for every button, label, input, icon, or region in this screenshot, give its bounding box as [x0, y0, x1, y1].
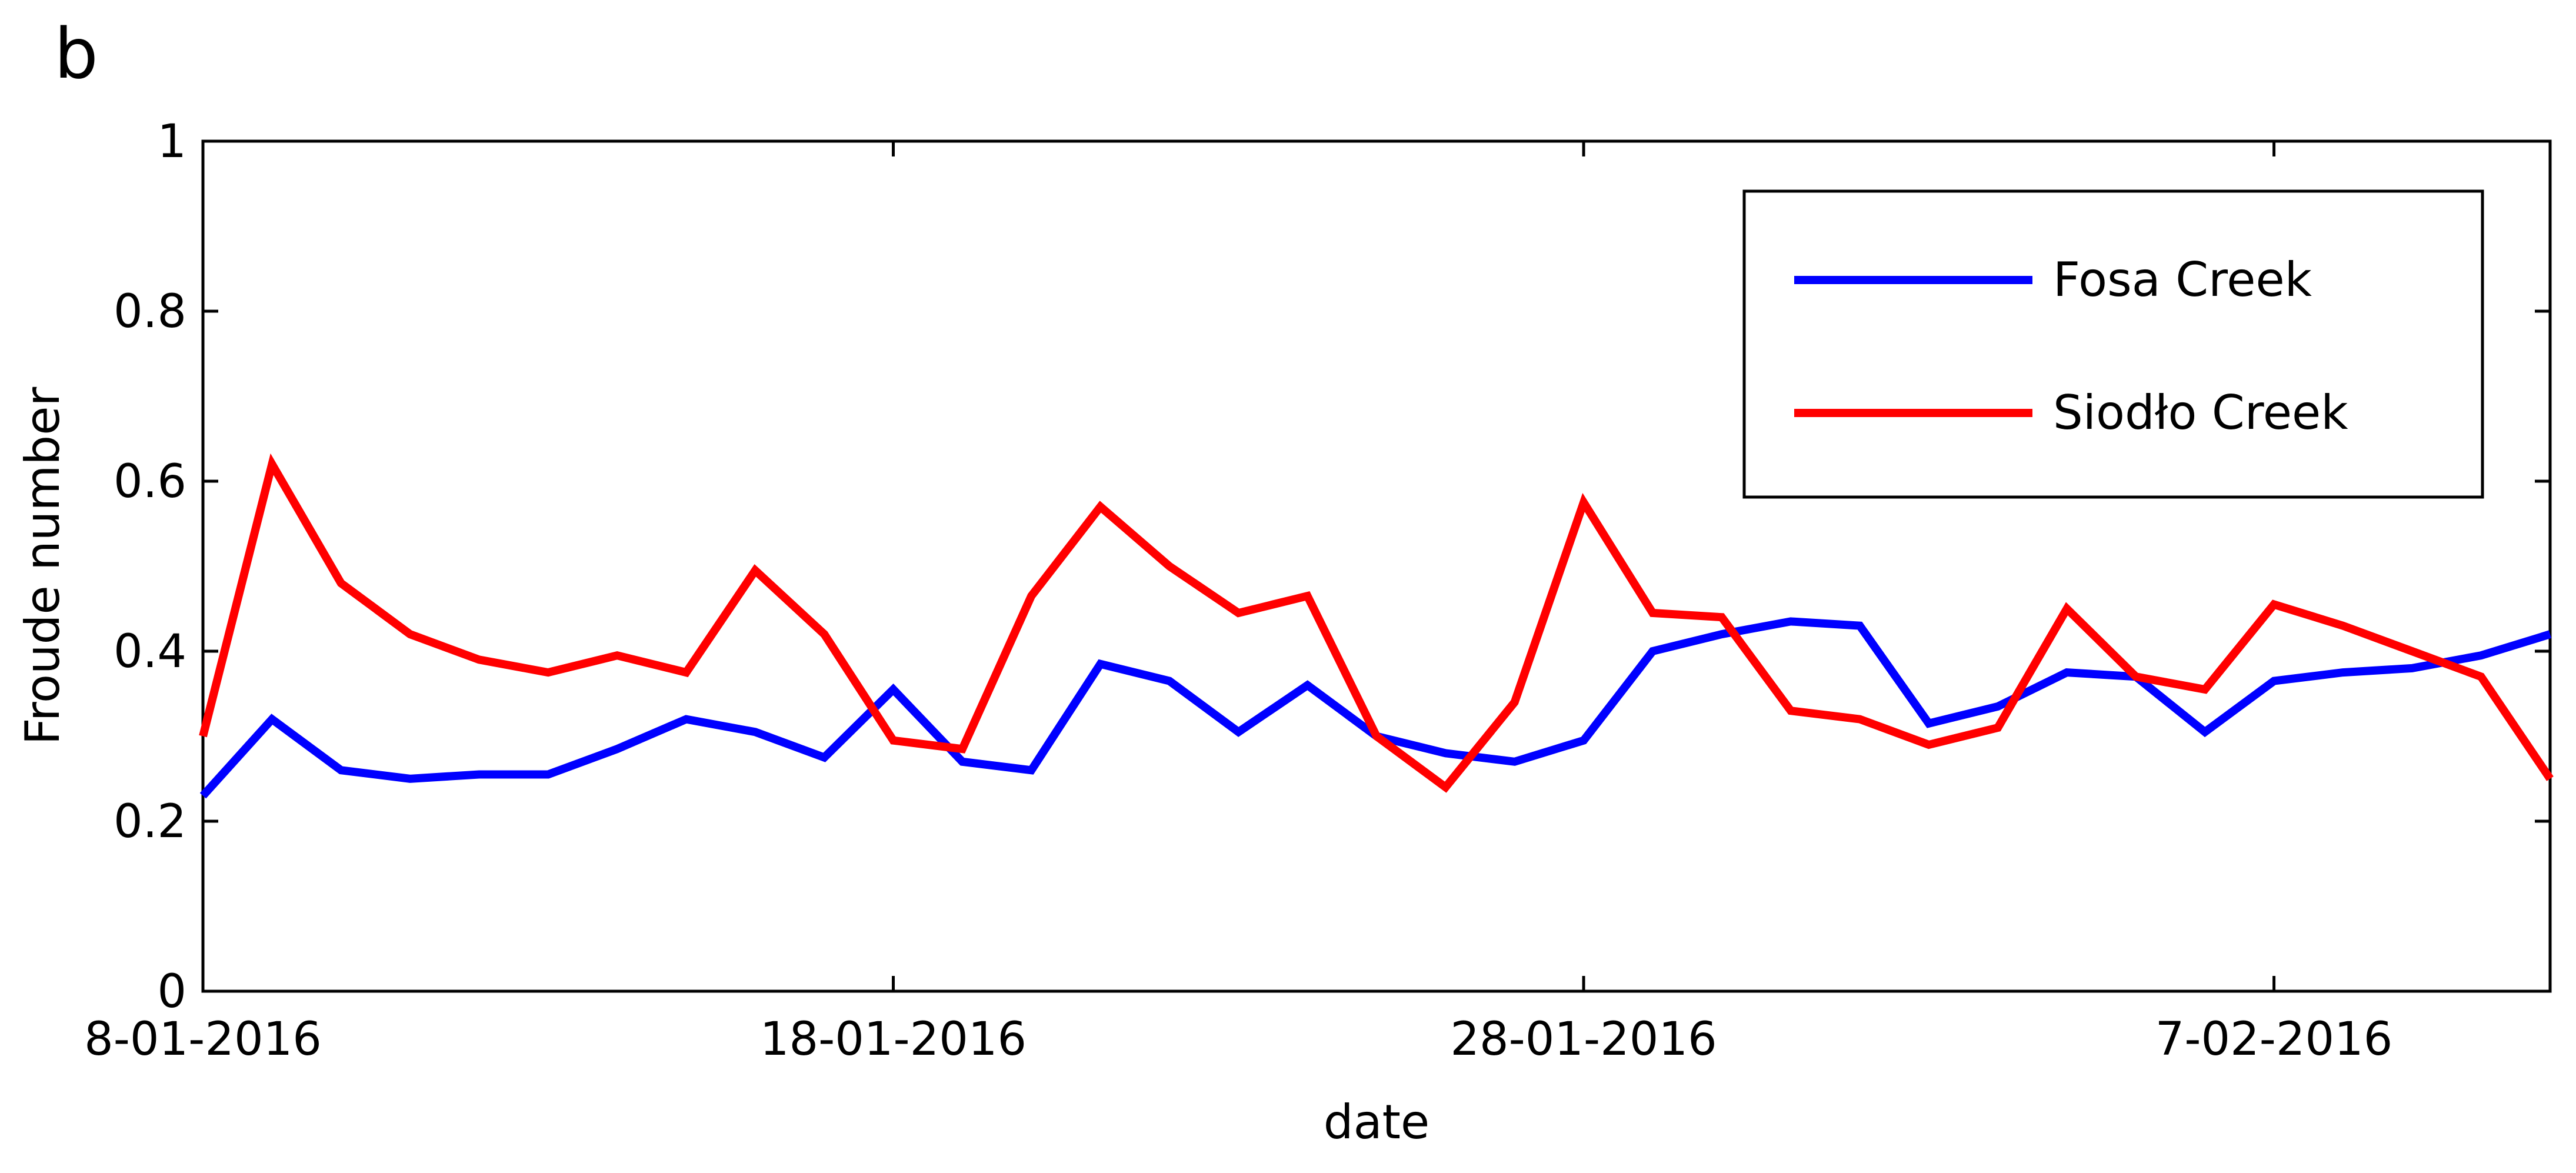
- y-tick-label: 0.8: [114, 285, 186, 338]
- x-tick-label: 7-02-2016: [2155, 1013, 2393, 1066]
- x-axis-label: date: [1324, 1095, 1429, 1149]
- x-tick-label: 28-01-2016: [1450, 1013, 1717, 1066]
- y-tick-label: 1: [157, 115, 186, 168]
- legend-box: [1742, 189, 2484, 499]
- y-tick-label: 0.4: [114, 625, 186, 678]
- legend-label-fosa-creek: Fosa Creek: [2053, 252, 2312, 307]
- legend-label-siodlo-creek: Siodło Creek: [2053, 385, 2348, 440]
- y-tick-label: 0.2: [114, 795, 186, 848]
- plot-lines: [199, 453, 2554, 799]
- x-tick-label: 18-01-2016: [760, 1013, 1027, 1066]
- panel-label: b: [54, 13, 98, 94]
- x-axis-ticks: 8-01-2016 18-01-2016 28-01-2016 7-02-2016: [84, 141, 2392, 1066]
- legend: Fosa Creek Siodło Creek: [1742, 189, 2484, 499]
- y-axis-label: Froude number: [15, 387, 70, 745]
- y-tick-label: 0.6: [114, 455, 186, 508]
- x-tick-label: 8-01-2016: [84, 1013, 322, 1066]
- series-line-siodlo-creek: [199, 453, 2554, 793]
- series-line-fosa-creek: [199, 617, 2552, 799]
- y-axis-ticks: 0 0.2 0.4 0.6 0.8 1: [114, 115, 2550, 1018]
- y-tick-label: 0: [157, 965, 186, 1018]
- plot-area-frame: [201, 139, 2552, 993]
